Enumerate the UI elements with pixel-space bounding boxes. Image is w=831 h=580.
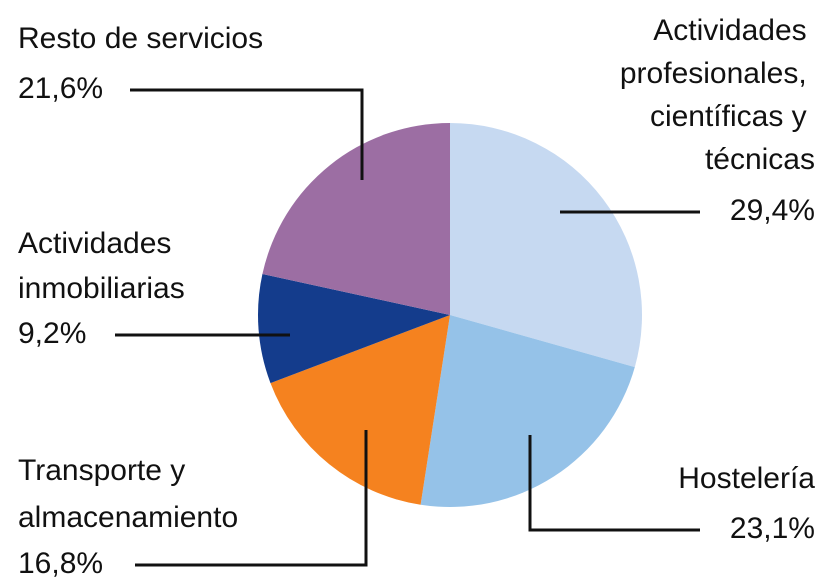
category-label: Resto de servicios	[18, 22, 263, 55]
pie-slice	[420, 315, 635, 508]
pie-slice	[450, 123, 642, 368]
category-label: Hostelería	[678, 462, 815, 495]
value-label: 16,8%	[18, 547, 103, 580]
value-label: 9,2%	[18, 317, 86, 350]
category-label: Transporte y almacenamiento	[18, 454, 238, 534]
pie-slice	[270, 315, 450, 505]
value-label: 29,4%	[730, 194, 815, 227]
value-label: 21,6%	[18, 72, 103, 105]
pie-slice	[262, 123, 450, 315]
category-label: Actividades profesionales, científicas y…	[620, 14, 815, 176]
category-label: Actividades inmobiliarias	[18, 227, 185, 305]
value-label: 23,1%	[730, 512, 815, 545]
leader-line	[135, 430, 368, 567]
pie-slice	[258, 274, 450, 384]
leader-line	[130, 88, 364, 180]
leader-line	[528, 435, 700, 532]
